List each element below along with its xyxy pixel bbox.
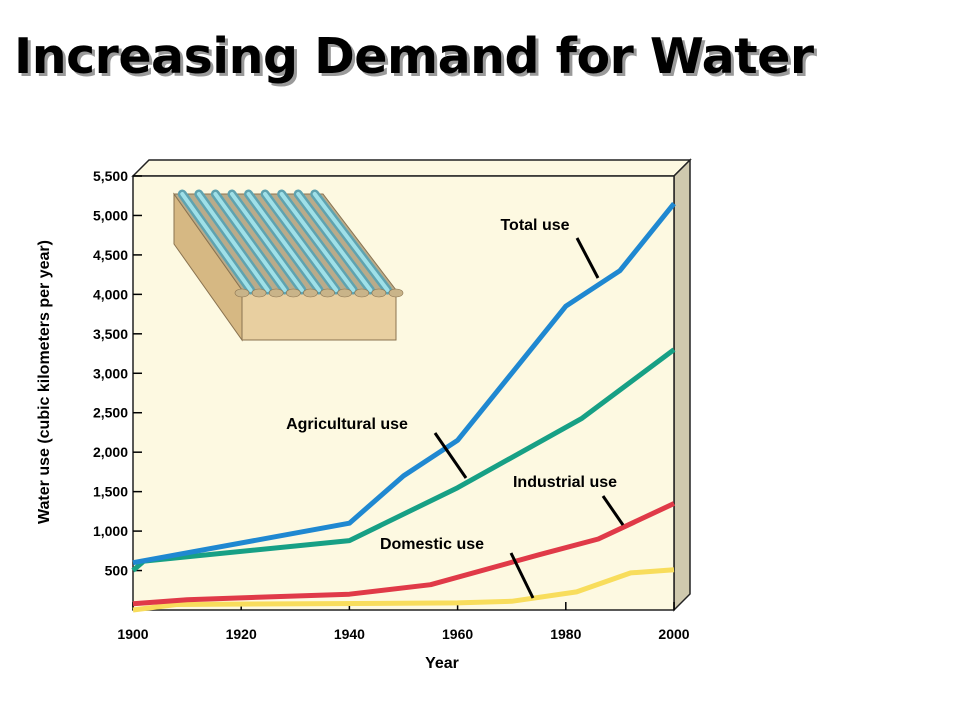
- field-ridge-end: [234, 288, 250, 298]
- series-lines: [131, 202, 676, 613]
- x-tick-label: 1900: [117, 626, 148, 642]
- leader-line-industrial: [601, 495, 625, 526]
- field-water: [213, 192, 287, 292]
- y-tick-label: 5,500: [93, 168, 128, 184]
- field-ridge-end: [251, 288, 267, 298]
- y-tick-label: 500: [105, 563, 129, 579]
- series-line-total: [132, 202, 676, 566]
- field-water: [296, 192, 373, 292]
- field-water: [263, 192, 339, 292]
- y-tick-label: 3,500: [93, 326, 128, 342]
- y-tick-label: 5,000: [93, 207, 128, 223]
- leader-line-agricultural: [433, 432, 468, 479]
- field-ridge-end: [286, 288, 301, 298]
- field-ridge-end: [303, 288, 318, 298]
- y-tick-label: 1,000: [93, 523, 128, 539]
- plot-side-face: [673, 158, 691, 612]
- y-tick-label: 1,500: [93, 484, 128, 500]
- x-tick-label: 1920: [226, 626, 257, 642]
- field-ridge-end: [354, 288, 370, 298]
- series-label-domestic: Domestic use: [380, 536, 484, 553]
- field-water: [180, 192, 253, 292]
- series-labels: Total use Agricultural use Industrial use D…: [286, 217, 625, 599]
- field-ridge-end: [320, 288, 335, 298]
- field-water: [312, 192, 390, 292]
- series-label-agricultural: Agricultural use: [286, 416, 408, 433]
- x-tick-label: 1960: [442, 626, 473, 642]
- x-tick-label: 1980: [550, 626, 581, 642]
- series-label-industrial: Industrial use: [513, 474, 617, 491]
- y-tick-label: 2,000: [93, 444, 128, 460]
- irrigated-field-icon: [173, 189, 404, 342]
- field-front-face: [241, 289, 397, 341]
- axis-ticks: 500 1,000 1,500 2,000 2,500 3,000 3,500 4,000 4,…: [93, 168, 690, 642]
- series-label-total: Total use: [500, 217, 569, 234]
- plot-top-face: [131, 159, 692, 177]
- y-tick-label: 3,000: [93, 365, 128, 381]
- field-ridge-end: [371, 288, 387, 298]
- field-ridge-end: [268, 288, 284, 298]
- series-line-domestic: [132, 567, 675, 613]
- field-ridge-end: [337, 288, 352, 298]
- field-water: [279, 192, 356, 292]
- x-tick-label: 1940: [334, 626, 365, 642]
- x-axis-title: Year: [425, 655, 459, 672]
- field-ridge-end: [388, 288, 404, 298]
- y-tick-label: 4,500: [93, 247, 128, 263]
- series-line-industrial: [132, 501, 676, 607]
- leader-line-domestic: [509, 552, 535, 599]
- leader-line-total: [575, 237, 600, 279]
- y-tick-label: 2,500: [93, 405, 128, 421]
- y-tick-label: 4,000: [93, 286, 128, 302]
- y-axis-title: Water use (cubic kilometers per year): [36, 240, 53, 524]
- field-water: [229, 192, 304, 292]
- field-water: [196, 192, 270, 292]
- slide-title: Increasing Demand for Water: [14, 28, 814, 85]
- field-water: [246, 192, 321, 292]
- x-tick-label: 2000: [658, 626, 689, 642]
